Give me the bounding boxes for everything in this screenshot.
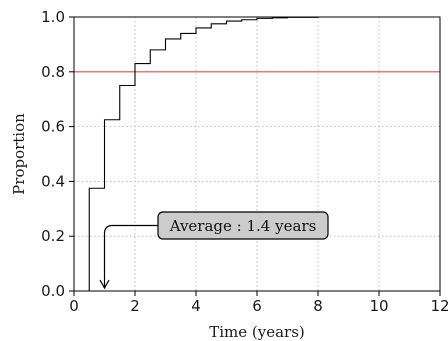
annotation-arrowhead xyxy=(99,279,110,290)
annotation-arrow xyxy=(103,224,158,288)
y-tick-label: 0.4 xyxy=(41,172,65,190)
x-tick-label: 4 xyxy=(191,297,201,315)
x-tick-label: 6 xyxy=(252,297,262,315)
y-tick-label: 0.6 xyxy=(41,118,65,136)
annotation: Average : 1.4 years xyxy=(99,211,329,290)
x-tick-label: 2 xyxy=(130,297,140,315)
annotation-box xyxy=(157,211,329,240)
x-tick-label: 0 xyxy=(69,297,79,315)
series-layer xyxy=(88,16,440,291)
x-tick-label: 12 xyxy=(430,297,448,315)
grid xyxy=(74,17,440,291)
x-tick-label: 8 xyxy=(313,297,323,315)
ticks: 0 2 4 6 8 10 12 0.0 0.2 0.4 0.6 0.8 1.0 xyxy=(41,8,448,315)
y-axis-label: Proportion xyxy=(10,113,28,195)
y-tick-label: 0.8 xyxy=(41,63,65,81)
series-line xyxy=(88,16,440,291)
x-axis-label: Time (years) xyxy=(209,323,305,341)
y-tick-label: 0.2 xyxy=(41,227,65,245)
y-tick-label: 1.0 xyxy=(41,8,65,26)
y-tick-label: 0.0 xyxy=(41,282,65,300)
x-tick-label: 10 xyxy=(369,297,388,315)
annotation-text: Average : 1.4 years xyxy=(169,217,317,235)
